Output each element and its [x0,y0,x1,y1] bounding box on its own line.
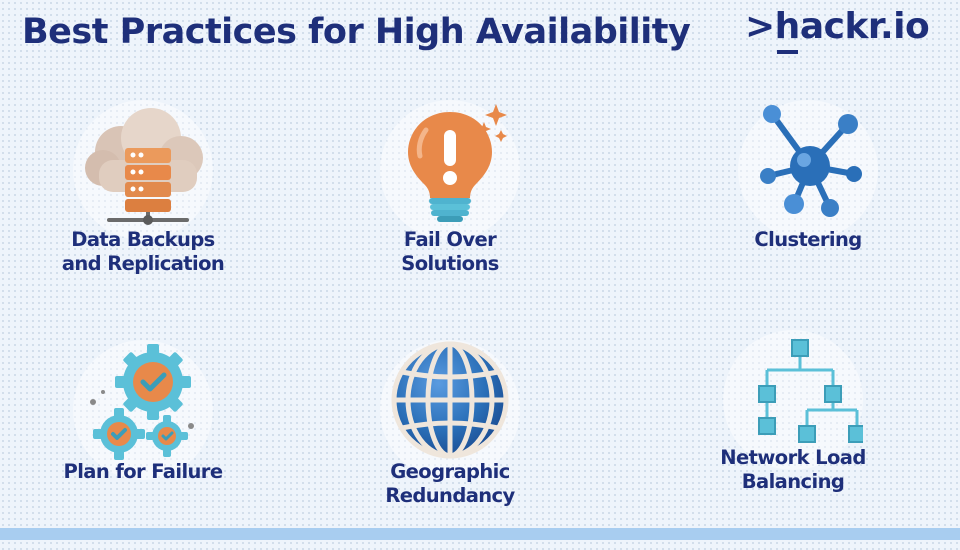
bottom-bar [0,528,960,540]
cluster-network-icon [760,105,862,217]
page-title: Best Practices for High Availability [22,12,691,52]
item-label: Fail Over Solutions [401,228,499,275]
logo-arrow: > [745,6,775,47]
card-geographic-redundancy: Geographic Redundancy [350,340,550,550]
globe-icon [391,341,509,459]
hackr-logo[interactable]: >hackr.io [745,6,930,47]
item-label: Network Load Balancing [720,446,866,493]
item-label: Clustering [754,228,862,251]
gears-check-icon [90,344,194,460]
card-network-load-balancing: Network Load Balancing [693,330,893,540]
card-clustering: Clustering [708,100,908,310]
hierarchy-tree-icon [758,339,863,443]
item-label: Plan for Failure [63,460,224,483]
cloud-server-icon [85,108,203,225]
card-plan-failure: Plan for Failure [43,340,243,550]
lightbulb-icon [408,104,507,222]
card-fail-over: Fail Over Solutions [350,100,550,310]
card-data-backups: Data Backups and Replication [43,100,243,310]
logo-h: h [774,6,801,47]
item-label: Data Backups and Replication [61,228,225,275]
item-label: Geographic Redundancy [385,460,515,507]
logo-text: ackr.io [799,6,930,47]
